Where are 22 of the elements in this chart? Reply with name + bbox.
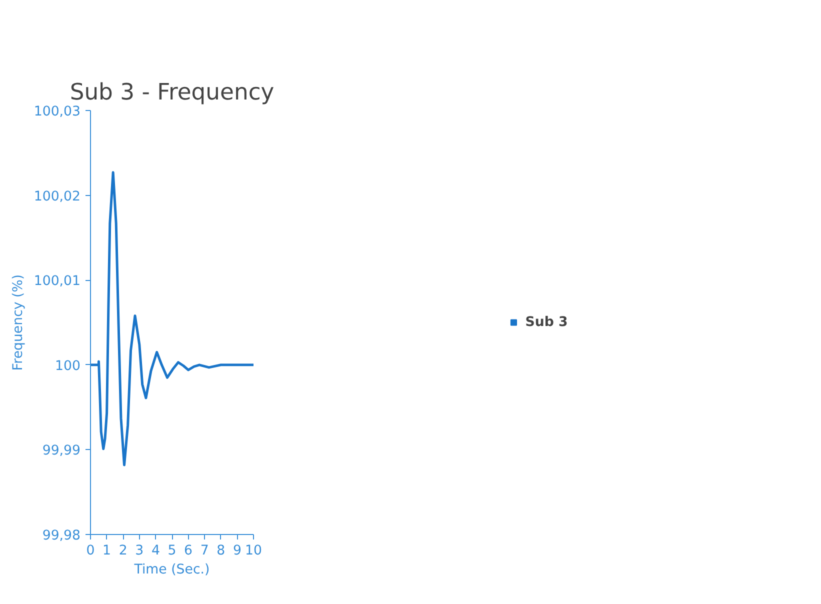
legend-label: Sub 3	[525, 314, 568, 330]
x-tick-label: 6	[184, 544, 193, 558]
x-tick-label: 8	[216, 544, 226, 558]
x-tick-label: 5	[168, 544, 176, 558]
x-tick-label: 10	[245, 544, 262, 558]
x-tick-label: 2	[118, 544, 128, 558]
x-tick-label: 3	[135, 544, 144, 558]
x-tick-label: 4	[151, 544, 160, 558]
x-tick-label: 9	[232, 544, 242, 558]
y-tick-label: 100,02	[34, 189, 81, 204]
line-series	[90, 171, 254, 466]
x-axis-title: Time (Sec.)	[133, 562, 210, 578]
x-tick-label: 1	[102, 544, 112, 558]
x-tick-label: 0	[86, 544, 95, 558]
x-tick-label: 7	[200, 544, 209, 558]
chart-title: Sub 3 - Frequency	[70, 80, 274, 106]
y-tick-label: 100	[55, 358, 81, 374]
y-tick-label: 99,98	[42, 528, 80, 544]
y-axis-title: Frequency (%)	[10, 274, 26, 371]
y-tick-label: 99,99	[42, 444, 80, 459]
y-tick-label: 100,01	[34, 274, 81, 290]
y-tick-label: 100,03	[34, 104, 81, 120]
